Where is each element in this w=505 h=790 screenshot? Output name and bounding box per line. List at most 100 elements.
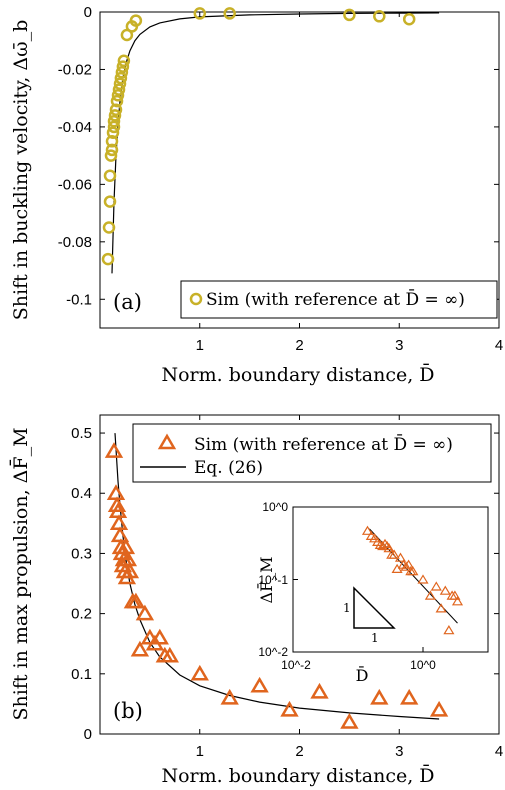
panel-a-xtick-label: 3	[395, 337, 403, 354]
panel-b-data-point	[429, 700, 449, 717]
panel-a-ytick-label: -0.1	[66, 291, 92, 308]
panel-a-data-point	[223, 7, 236, 20]
inset-ytick-top: 10^0	[262, 500, 288, 514]
panel-b: 0 0.1 0.2 0.3 0.4 0.5 1 2 3 4 Sim (with referenc…	[9, 414, 503, 787]
inset-data-point	[388, 549, 400, 559]
panel-b-data-point	[126, 592, 146, 609]
panel-a-data-point	[193, 7, 207, 20]
panel-a-ytick-label: 0	[84, 4, 92, 21]
panel-a-legend-label: Sim (with reference at D̄ = ∞)	[206, 288, 465, 310]
inset-loglog: 10^0 10^-1 10^-2 10^-2 10^0 D̄ ΔF̄_M 1 1	[255, 500, 489, 685]
panel-b-legend-label-sim: Sim (with reference at D̄ = ∞)	[194, 433, 453, 455]
panel-b-data-point	[140, 628, 160, 645]
panel-a-data-point	[111, 89, 125, 102]
panel-b-data-point	[160, 646, 179, 663]
panel-a-data-point	[102, 221, 116, 234]
panel-a-ytick-label: -0.04	[58, 119, 92, 136]
panel-a-data-point	[103, 195, 117, 208]
panel-a-legend-marker	[189, 292, 203, 306]
inset-ticks	[292, 506, 424, 653]
panel-a-data-point	[101, 252, 115, 266]
panel-a-data-point	[113, 77, 127, 91]
inset-data-point	[394, 552, 407, 562]
panel-b-y-axis-label: Shift in max propulsion, ΔF̄_M	[9, 427, 32, 720]
panel-b-legend-box	[132, 423, 492, 483]
panel-a-axes-box	[99, 11, 500, 329]
inset-x-axis-label: D̄	[356, 664, 369, 685]
panel-b-label: (b)	[113, 699, 143, 723]
panel-b-data-point	[150, 628, 169, 645]
panel-a-data-point	[110, 94, 124, 108]
inset-slope-triangle	[353, 586, 396, 629]
panel-b-data-point	[116, 538, 136, 555]
panel-a-data-point	[373, 10, 386, 23]
inset-ytick-bottom: 10^-2	[258, 645, 288, 659]
panel-b-ytick-label: 0.5	[71, 425, 92, 442]
panel-b-data-point	[190, 664, 209, 681]
panel-b-data-point	[104, 442, 124, 458]
panel-a-ytick-label: -0.06	[58, 176, 92, 193]
panel-a-label: (a)	[113, 290, 142, 314]
panel-a-xtick-label: 1	[196, 337, 204, 354]
panel-a-data-point	[108, 109, 122, 122]
inset-data-point	[424, 590, 436, 600]
panel-b-data-point	[220, 688, 239, 705]
inset-xtick-right: 10^0	[410, 658, 436, 672]
panel-b-legend-marker-triangle	[157, 433, 177, 450]
panel-a-data-point	[105, 143, 119, 157]
panel-b-x-ticks: 1 2 3 4	[196, 415, 503, 760]
inset-slope-label-rise: 1	[343, 601, 351, 615]
inset-data-point	[417, 574, 429, 584]
panel-b-data-point	[370, 688, 389, 705]
panel-a-xtick-label: 2	[295, 337, 303, 354]
panel-a-sim-points	[101, 7, 416, 266]
inset-data-point	[439, 585, 451, 595]
panel-a-data-point	[116, 60, 130, 73]
inset-data-point	[400, 561, 412, 571]
inset-axes-box	[292, 506, 489, 653]
inset-y-axis-label: ΔF̄_M	[255, 556, 276, 603]
panel-a-data-point	[129, 14, 143, 27]
inset-ytick-mid: 10^-1	[258, 573, 288, 587]
panel-b-data-point	[120, 562, 140, 579]
panel-a: 0 -0.02 -0.04 -0.06 -0.08 -0.1 1 2 3 4 Sim (with…	[10, 4, 503, 386]
panel-b-x-axis-label: Norm. boundary distance, D̄	[161, 764, 434, 787]
panel-b-data-point	[340, 713, 359, 729]
panel-a-x-axis-label: Norm. boundary distance, D̄	[161, 363, 434, 386]
panel-b-ytick-label: 0.3	[71, 545, 92, 562]
panel-b-data-point	[250, 676, 269, 693]
inset-data-point	[403, 559, 415, 569]
panel-b-ytick-label: 0	[84, 726, 92, 743]
panel-b-data-point	[400, 688, 419, 705]
panel-b-ytick-label: 0.2	[71, 606, 92, 623]
panel-b-sim-points	[104, 442, 449, 729]
inset-data-point	[379, 538, 391, 549]
panel-a-xtick-label: 4	[495, 337, 503, 354]
inset-data-point	[430, 581, 442, 591]
inset-data-point	[449, 590, 461, 600]
panel-b-y-ticks: 0 0.1 0.2 0.3 0.4 0.5	[71, 425, 499, 743]
panel-a-data-point	[103, 169, 117, 182]
panel-b-data-point	[130, 640, 150, 657]
panel-b-ytick-label: 0.4	[71, 485, 92, 502]
inset-data-point	[383, 543, 395, 553]
panel-a-ytick-label: -0.02	[58, 61, 92, 78]
inset-data-point	[443, 625, 455, 635]
panel-a-data-point	[106, 126, 120, 139]
panel-b-data-point	[107, 496, 127, 513]
panel-a-data-point	[107, 114, 121, 128]
panel-b-xtick-label: 2	[295, 743, 303, 760]
panel-b-xtick-label: 4	[495, 743, 503, 760]
inset-sim-points	[361, 525, 464, 635]
panel-a-data-point	[114, 71, 128, 85]
inset-data-point	[361, 525, 374, 535]
inset-slope-label-run: 1	[371, 631, 379, 645]
panel-a-data-point	[115, 66, 129, 79]
panel-a-legend-box	[180, 280, 498, 319]
panel-b-legend-label-eq: Eq. (26)	[194, 458, 263, 478]
panel-b-data-point	[135, 604, 155, 621]
panel-a-data-point	[402, 12, 416, 26]
panel-b-xtick-label: 1	[196, 743, 204, 760]
panel-a-data-point	[109, 103, 123, 116]
